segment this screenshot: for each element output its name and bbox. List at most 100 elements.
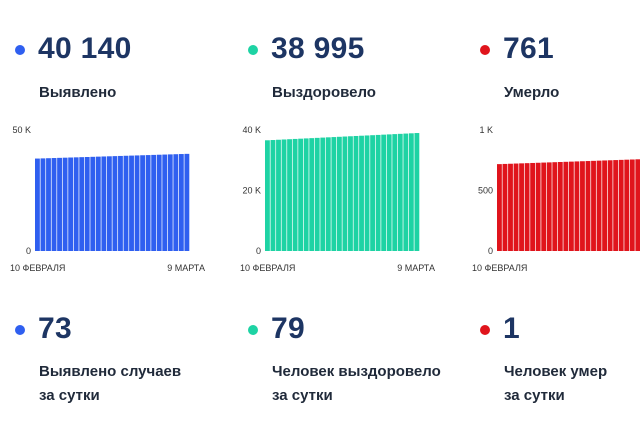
chart-bar [46, 158, 51, 251]
y-tick-label: 0 [488, 246, 493, 256]
chart-bar [287, 139, 292, 251]
chart-bar [276, 139, 281, 251]
chart-bar [167, 154, 173, 251]
blue-dot-icon [15, 45, 25, 55]
recovered-chart: 0 20 K 40 K 10 ФЕВРАЛЯ 9 МАРТА [230, 120, 445, 280]
chart-bar [359, 135, 364, 251]
chart-bar [613, 160, 619, 251]
chart-bar [162, 154, 168, 251]
chart-bar [151, 154, 157, 251]
daily-deaths-line1: Человек умер [504, 363, 608, 380]
chart-bar [123, 155, 129, 251]
chart-bar [381, 134, 387, 251]
chart-bar [134, 155, 140, 251]
chart-bar [618, 159, 624, 251]
chart-bar [35, 158, 40, 251]
chart-bar [513, 163, 519, 251]
detected-chart: 0 50 K 10 ФЕВРАЛЯ 9 МАРТА [0, 120, 215, 280]
chart-bar [519, 163, 524, 251]
detected-chart-svg: 0 50 K 10 ФЕВРАЛЯ 9 МАРТА [10, 125, 205, 273]
chart-bar [524, 163, 530, 251]
daily-detected-line1: Выявлено случаев [39, 363, 182, 380]
daily-detected-line2: за сутки [39, 387, 100, 404]
chart-bar [51, 158, 57, 251]
chart-bar [129, 155, 134, 251]
chart-bar [95, 156, 101, 251]
chart-bar [79, 157, 85, 251]
recovered-total: 38 995 [271, 32, 365, 65]
chart-bar [309, 138, 315, 251]
chart-bar [331, 137, 337, 251]
chart-bar [568, 161, 574, 251]
chart-bar [574, 161, 580, 251]
chart-bar [62, 157, 68, 251]
chart-bar [375, 134, 381, 251]
chart-bar [624, 159, 630, 251]
chart-bar [591, 160, 596, 251]
y-tick-label: 40 K [242, 125, 261, 135]
y-tick-label: 20 K [242, 186, 261, 196]
y-tick-label: 0 [256, 246, 261, 256]
chart-bar [370, 135, 376, 251]
chart-bar [336, 136, 342, 251]
chart-bar [635, 159, 640, 251]
x-tick-label: 9 МАРТА [397, 263, 435, 273]
chart-bar [602, 160, 608, 251]
chart-bar [364, 135, 370, 251]
chart-bar [184, 153, 190, 251]
x-tick-label: 9 МАРТА [167, 263, 205, 273]
chart-bar [325, 137, 331, 251]
green-dot-icon [248, 45, 258, 55]
chart-bar [68, 157, 74, 251]
y-tick-label: 1 K [479, 125, 493, 135]
chart-bar [140, 155, 146, 251]
daily-recovered-line1: Человек выздоровело [272, 363, 441, 380]
chart-bar [530, 162, 536, 251]
chart-bar [314, 137, 320, 251]
y-tick-label: 0 [26, 246, 31, 256]
x-tick-label: 10 ФЕВРАЛЯ [472, 263, 527, 273]
chart-bar [557, 162, 563, 251]
daily-detected-value: 73 [38, 312, 72, 345]
chart-bar [607, 160, 613, 251]
chart-bar [101, 156, 107, 251]
detected-total: 40 140 [38, 32, 132, 65]
chart-bar [552, 162, 558, 251]
chart-bar [414, 133, 420, 251]
chart-bar [106, 156, 112, 251]
chart-bar [585, 161, 591, 251]
chart-bar [173, 154, 179, 251]
chart-bar [629, 159, 635, 251]
chart-bar [502, 163, 508, 251]
chart-bar [281, 139, 287, 251]
daily-deaths-value: 1 [503, 312, 520, 345]
blue-dot-icon [15, 325, 25, 335]
chart-bar [348, 136, 353, 251]
chart-bar [73, 157, 79, 251]
chart-bar [270, 140, 276, 251]
chart-bar [403, 133, 409, 251]
chart-bar [386, 134, 392, 251]
chart-bar [408, 133, 414, 251]
chart-bar [90, 156, 96, 251]
recovered-label: Выздоровело [272, 84, 376, 101]
chart-bar [580, 161, 585, 251]
chart-bar [353, 135, 359, 251]
deaths-label: Умерло [504, 84, 560, 101]
chart-bar [392, 134, 398, 251]
recovered-chart-svg: 0 20 K 40 K 10 ФЕВРАЛЯ 9 МАРТА [240, 125, 435, 273]
red-dot-icon [480, 325, 490, 335]
detected-label: Выявлено [39, 84, 117, 101]
red-dot-icon [480, 45, 490, 55]
green-dot-icon [248, 325, 258, 335]
chart-bar [57, 157, 62, 251]
chart-bar [596, 160, 602, 251]
chart-bar [497, 164, 502, 251]
chart-bar [535, 162, 541, 251]
daily-deaths-line2: за сутки [504, 387, 565, 404]
chart-bar [112, 156, 118, 251]
chart-bar [265, 140, 270, 251]
chart-bar [40, 158, 46, 251]
chart-bar [178, 154, 184, 251]
